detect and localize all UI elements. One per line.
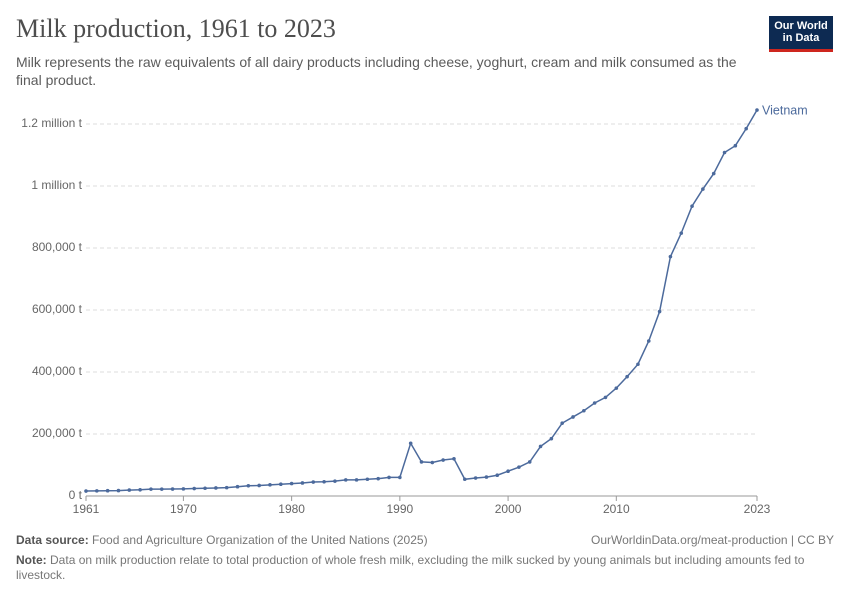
point xyxy=(95,489,99,493)
y-tick-label: 600,000 t xyxy=(32,302,83,316)
url[interactable]: OurWorldinData.org/meat-production | CC … xyxy=(591,533,834,547)
point xyxy=(300,481,305,485)
point xyxy=(452,457,456,461)
point xyxy=(279,482,283,487)
y-tick-label: 1.2 million t xyxy=(21,116,82,130)
point xyxy=(214,486,218,490)
point xyxy=(365,477,370,482)
point xyxy=(582,408,586,413)
chart: 0 t 200,000 t 400,000 t 600,000 t 800,000 t 1… xyxy=(21,103,808,516)
note: Note: Data on milk production relate to … xyxy=(16,553,806,583)
point xyxy=(527,460,532,464)
chart-subtitle: Milk represents the raw equivalents of a… xyxy=(16,54,737,88)
y-tick-label: 200,000 t xyxy=(32,426,83,440)
point xyxy=(549,436,554,441)
logo-text: in Data xyxy=(782,32,820,44)
point xyxy=(398,475,402,480)
point xyxy=(181,487,186,491)
point xyxy=(246,483,251,488)
point xyxy=(495,473,500,478)
source: Data source: Food and Agriculture Organi… xyxy=(16,533,428,547)
point xyxy=(625,374,629,379)
source-label: Data source: xyxy=(16,533,89,547)
point xyxy=(473,476,478,480)
point xyxy=(430,460,435,465)
point xyxy=(679,231,684,235)
x-tick-label: 2010 xyxy=(603,502,630,516)
y-tick-label: 1 million t xyxy=(31,178,82,192)
point xyxy=(560,421,564,425)
y-tick-label: 400,000 t xyxy=(32,364,83,378)
logo-text: Our World xyxy=(774,20,828,32)
x-tick-label: 1961 xyxy=(73,502,100,516)
point xyxy=(257,483,261,488)
point xyxy=(755,108,759,112)
point xyxy=(116,488,121,493)
point xyxy=(192,486,197,491)
point xyxy=(311,480,316,484)
point xyxy=(289,481,294,486)
point xyxy=(419,460,424,464)
point xyxy=(636,362,640,367)
note-label: Note: xyxy=(16,553,47,567)
series-label: Vietnam xyxy=(762,103,808,117)
point xyxy=(84,489,88,493)
point xyxy=(722,150,727,155)
x-tick-label: 1970 xyxy=(170,502,197,516)
source-text: Food and Agriculture Organization of the… xyxy=(92,533,428,547)
point xyxy=(603,395,608,400)
point xyxy=(668,254,673,259)
point xyxy=(149,487,153,491)
x-tick-label: 1980 xyxy=(278,502,305,516)
point xyxy=(203,486,207,491)
x-tick-label: 2000 xyxy=(495,502,522,516)
point xyxy=(538,444,543,449)
point xyxy=(441,458,445,462)
point xyxy=(657,309,662,314)
point xyxy=(571,415,575,419)
point xyxy=(138,488,142,492)
point xyxy=(701,187,705,191)
point xyxy=(592,401,597,405)
point xyxy=(170,487,175,491)
point xyxy=(387,475,391,480)
point xyxy=(127,488,132,492)
point xyxy=(462,477,467,482)
point xyxy=(343,478,348,482)
point xyxy=(105,488,110,493)
point xyxy=(733,143,738,148)
x-tick-label: 2023 xyxy=(744,502,771,516)
point xyxy=(614,386,619,390)
y-tick-label: 800,000 t xyxy=(32,240,83,254)
x-tick-label: 1990 xyxy=(387,502,414,516)
point xyxy=(354,478,359,482)
point xyxy=(744,126,748,131)
point xyxy=(376,476,381,481)
point xyxy=(506,469,510,474)
point xyxy=(268,483,272,487)
logo[interactable]: Our World in Data xyxy=(769,16,833,52)
point xyxy=(159,487,164,491)
point xyxy=(484,475,489,479)
point xyxy=(224,485,229,490)
point xyxy=(646,339,651,343)
point xyxy=(235,484,240,489)
point xyxy=(711,171,716,176)
point xyxy=(408,441,413,446)
point xyxy=(333,479,337,483)
point xyxy=(322,479,326,484)
note-text: Data on milk production relate to total … xyxy=(16,553,805,582)
point xyxy=(690,204,694,208)
y-tick-label: 0 t xyxy=(69,488,83,502)
point xyxy=(517,465,521,469)
chart-title: Milk production, 1961 to 2023 xyxy=(16,14,336,43)
